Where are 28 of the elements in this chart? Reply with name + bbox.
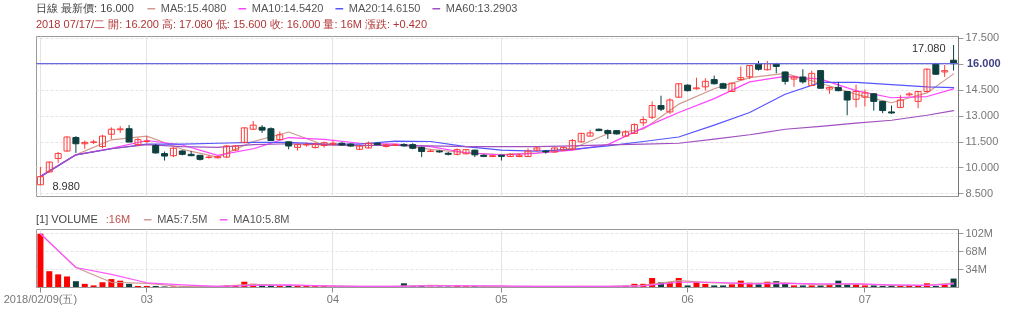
x-tick-label: 05 — [495, 292, 508, 305]
ref-line-label: 16.000 — [967, 56, 1001, 69]
y-tick-label: 14.500 — [965, 83, 1000, 96]
y-tick-label: 34M — [965, 262, 987, 275]
chart-title: [1] VOLUME — [36, 213, 98, 225]
y-tick-label: 102M — [965, 226, 994, 239]
x-tick-label: 03 — [140, 292, 153, 305]
y-tick-label: 68M — [965, 244, 987, 257]
legend-label: MA10:5.8M — [233, 212, 290, 225]
y-tick-label: 10.000 — [965, 160, 1000, 173]
legend-label: MA10:14.5420 — [251, 1, 324, 14]
legend-label: MA5:7.5M — [157, 212, 208, 225]
legend-label: MA60:13.2903 — [445, 1, 518, 14]
chart-title: 日線 最新價: 16.000 — [36, 2, 134, 14]
annotation: 8.980 — [52, 180, 80, 193]
chart-subtitle: 2018 07/17/二 開: 16.200 高: 17.080 低: 15.600 收: 16.000 量: 16M 漲跌: +0.420 — [36, 18, 428, 30]
y-tick-label: 13.000 — [965, 109, 1000, 122]
y-tick-label: 8.500 — [965, 186, 994, 199]
x-tick-label: 2018/02/09(五) — [3, 292, 78, 305]
x-tick-label: 07 — [858, 292, 872, 305]
text: :16M — [105, 213, 131, 225]
x-tick-label: 04 — [326, 292, 340, 305]
y-tick-label: 11.500 — [965, 135, 999, 148]
x-tick-label: 06 — [681, 292, 694, 305]
annotation: 17.080 — [911, 41, 946, 54]
legend-label: MA20:14.6150 — [348, 1, 421, 14]
y-tick-label: 17.500 — [965, 31, 1000, 44]
legend-label: MA5:15.4080 — [160, 1, 227, 14]
